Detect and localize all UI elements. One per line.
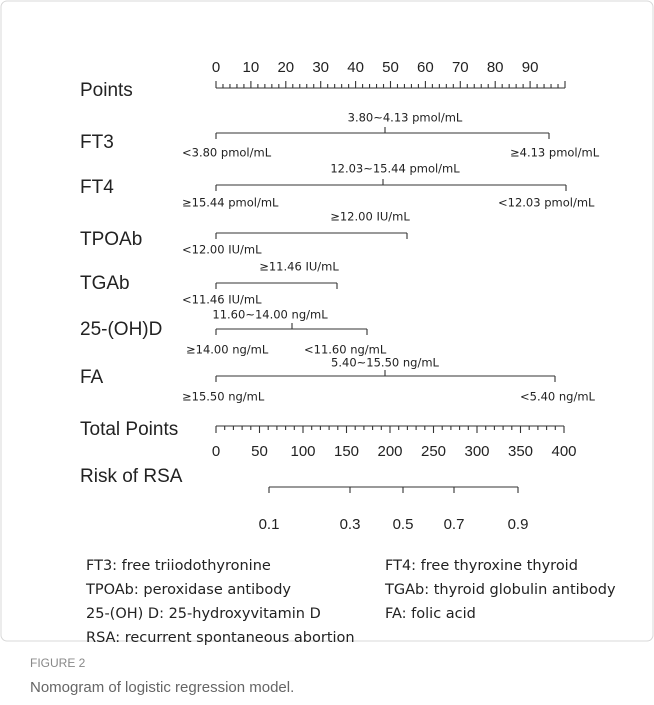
tick-label: 150: [334, 443, 359, 460]
row-label: FT3: [80, 132, 114, 153]
frame: [0, 0, 654, 642]
row-label: FT4: [80, 177, 114, 198]
axis-label: Risk of RSA: [80, 466, 183, 487]
level-label: 12.03~15.44 pmol/mL: [330, 162, 460, 176]
level-label: ≥15.50 ng/mL: [182, 390, 265, 404]
tick-label: 20: [277, 59, 294, 76]
level-label: 3.80~4.13 pmol/mL: [348, 111, 463, 125]
tick-label: 0.3: [340, 516, 361, 533]
level-label: <12.00 IU/mL: [182, 243, 262, 257]
axis-label: Total Points: [80, 419, 178, 440]
level-label: 5.40~15.50 ng/mL: [331, 356, 439, 370]
legend-item: RSA: recurrent spontaneous abortion: [86, 630, 355, 646]
legend-item: TGAb: thyroid globulin antibody: [384, 582, 616, 598]
tick-label: 400: [551, 443, 576, 460]
tick-label: 0.7: [444, 516, 465, 533]
tick-label: 60: [417, 59, 434, 76]
tick-label: 10: [243, 59, 260, 76]
tick-label: 40: [347, 59, 364, 76]
legend-item: FT3: free triiodothyronine: [86, 558, 271, 574]
level-label: <5.40 ng/mL: [520, 390, 596, 404]
legend-item: 25-(OH) D: 25-hydroxyvitamin D: [86, 606, 321, 622]
axis-label: Points: [80, 80, 133, 101]
tick-label: 200: [377, 443, 402, 460]
tick-label: 70: [452, 59, 469, 76]
row-label: FA: [80, 367, 104, 388]
legend-item: TPOAb: peroxidase antibody: [85, 582, 291, 598]
caption: Nomogram of logistic regression model.: [30, 679, 294, 696]
tick-label: 50: [382, 59, 399, 76]
tick-label: 300: [464, 443, 489, 460]
level-label: ≥14.00 ng/mL: [186, 343, 269, 357]
level-label: ≥15.44 pmol/mL: [182, 196, 279, 210]
level-label: <12.03 pmol/mL: [498, 196, 595, 210]
tick-label: 350: [508, 443, 533, 460]
tick-label: 0.5: [393, 516, 414, 533]
tick-label: 0: [212, 59, 220, 76]
legend-item: FA: folic acid: [385, 606, 476, 622]
level-label: ≥11.46 IU/mL: [259, 260, 339, 274]
level-label: <11.46 IU/mL: [182, 293, 262, 307]
tick-label: 90: [522, 59, 539, 76]
tick-label: 30: [312, 59, 329, 76]
legend-item: FT4: free thyroxine thyroid: [385, 558, 578, 574]
row-label: TPOAb: [80, 229, 142, 250]
level-label: <11.60 ng/mL: [304, 343, 387, 357]
level-label: <3.80 pmol/mL: [182, 146, 272, 160]
figure-label: FIGURE 2: [30, 656, 86, 670]
tick-label: 0.9: [508, 516, 529, 533]
tick-label: 250: [421, 443, 446, 460]
tick-label: 100: [290, 443, 315, 460]
row-label: 25-(OH)D: [80, 319, 162, 340]
level-label: ≥12.00 IU/mL: [330, 210, 410, 224]
tick-label: 0.1: [259, 516, 280, 533]
tick-label: 0: [212, 443, 220, 460]
level-label: ≥4.13 pmol/mL: [510, 146, 600, 160]
level-label: 11.60~14.00 ng/mL: [212, 308, 328, 322]
tick-label: 80: [487, 59, 504, 76]
row-label: TGAb: [80, 273, 130, 294]
tick-label: 50: [251, 443, 268, 460]
